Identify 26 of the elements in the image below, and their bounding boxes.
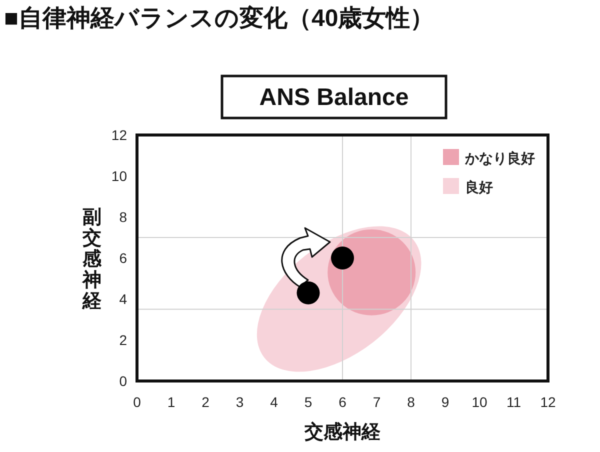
x-tick-label: 11 [506,394,522,410]
x-tick-label: 6 [338,394,347,410]
y-tick-label: 4 [119,291,128,307]
y-tick-label: 12 [111,127,128,143]
y-tick-label: 8 [119,209,128,225]
y-tick-label: 6 [119,250,128,266]
x-tick-label: 9 [441,394,450,410]
y-tick-label: 0 [119,373,128,389]
x-tick-label: 12 [540,394,556,410]
x-tick-label: 1 [167,394,176,410]
x-tick-label: 7 [372,394,381,410]
x-tick-label: 2 [202,394,210,410]
y-tick-label: 2 [119,332,128,348]
annotation: 良好 [465,179,493,195]
annotation: かなり良好 [464,150,535,166]
y-tick-label: 10 [111,168,128,184]
x-tick-label: 0 [133,394,142,410]
chart-subtitle: ANS Balance [259,84,409,111]
x-tick-label: 4 [270,394,278,410]
x-axis-title: 交感神経 [304,421,382,443]
x-tick-label: 10 [472,394,488,410]
chart-title: ■自律神経バランスの変化（40歳女性） [4,4,434,32]
x-tick-label: 8 [407,394,416,410]
y-axis-title: 副交感神経 [82,207,102,312]
x-tick-label: 3 [236,394,244,410]
x-tick-label: 5 [304,394,312,410]
